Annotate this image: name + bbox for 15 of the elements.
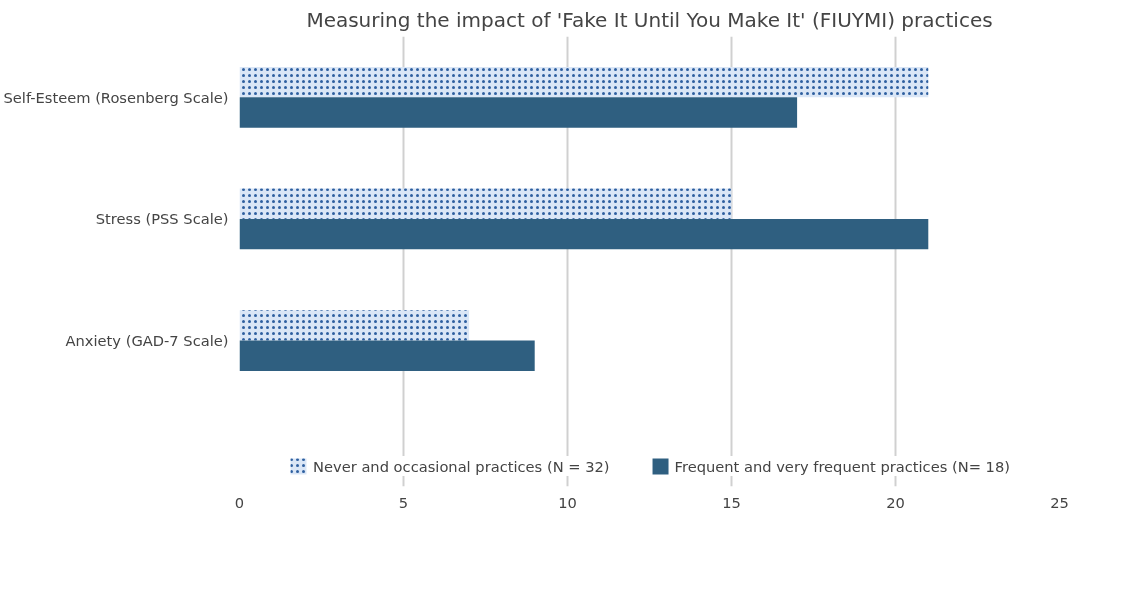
legend-label: Frequent and very frequent practices (N= 18) [674,457,1010,475]
x-tick-label: 10 [558,493,577,511]
x-tick-label: 0 [234,493,245,511]
y-tick-label: Anxiety (GAD-7 Scale) [65,332,229,350]
legend-label: Never and occasional practices (N = 32) [313,457,610,475]
chart-title: Measuring the impact of 'Fake It Until You Make It' (FIUYMI) practices [306,7,993,32]
bar [239,218,929,250]
x-tick-label: 5 [398,493,409,511]
y-tick-label: Self-Esteem (Rosenberg Scale) [3,88,229,106]
x-tick-label: 20 [886,493,905,511]
x-tick-label: 25 [1050,493,1069,511]
bar [239,340,535,371]
y-tick-label: Stress (PSS Scale) [95,210,229,228]
bar [239,97,798,128]
x-tick-label: 15 [722,493,741,511]
